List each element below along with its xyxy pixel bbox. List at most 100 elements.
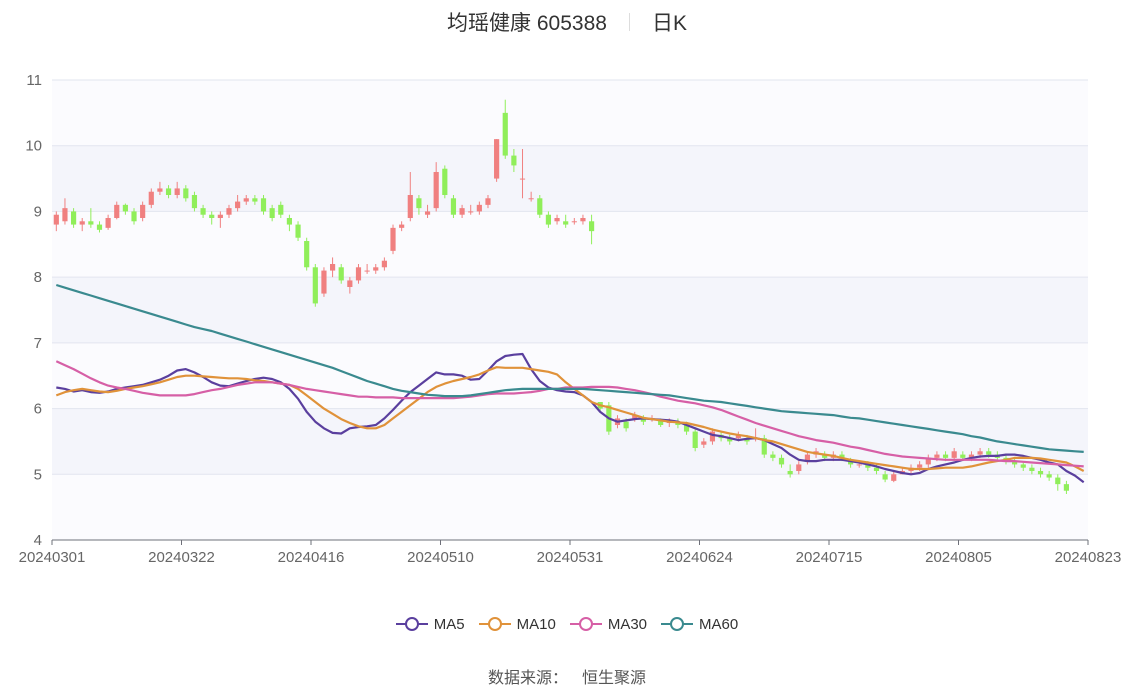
candle-body	[925, 457, 931, 465]
candle-body	[796, 464, 802, 471]
legend-item-ma30[interactable]: MA30	[569, 615, 648, 633]
candle-body	[407, 195, 413, 218]
candle-body	[1055, 477, 1061, 485]
candle-body	[692, 431, 698, 448]
chart-title: 均瑶健康 605388	[447, 12, 607, 35]
y-tick-label: 4	[34, 532, 42, 549]
x-tick-label: 20240624	[666, 549, 733, 566]
candle-body	[433, 172, 439, 209]
candle-body	[537, 198, 543, 215]
candle-body	[347, 280, 353, 287]
candle-body	[243, 198, 249, 202]
y-tick-label: 11	[26, 72, 42, 89]
ma-line-ma10	[55, 366, 1085, 472]
candle-body	[304, 241, 310, 268]
candle-body	[709, 431, 716, 442]
candle-body	[960, 454, 966, 458]
candle-body	[209, 214, 215, 218]
candle-body	[735, 434, 741, 439]
grid-band	[52, 80, 1088, 146]
x-tick-label: 20240823	[1055, 549, 1122, 566]
plot-area: 4 5 6 7 8 9 10 11 20240301 20240322 20240416 202405…	[19, 72, 1122, 566]
ma-line-ma30	[55, 360, 1084, 468]
candle-body	[778, 457, 785, 465]
legend-marker-icon	[478, 617, 511, 631]
candle-body	[114, 204, 120, 218]
candle-body	[891, 474, 897, 481]
candle-body	[882, 474, 888, 480]
legend-marker-icon	[661, 617, 694, 631]
candle-body	[865, 464, 871, 468]
x-tick-label: 20240301	[19, 549, 86, 566]
candle-body	[416, 198, 422, 209]
candle-body	[269, 208, 275, 218]
candle-body	[1029, 467, 1035, 471]
candle-body	[580, 218, 586, 222]
x-tick-label: 20240416	[278, 549, 345, 566]
candle-body	[105, 218, 111, 228]
grid-band	[52, 342, 1088, 409]
y-tick-label: 5	[34, 466, 42, 483]
candle-body	[1037, 471, 1044, 475]
candle-body	[485, 198, 491, 205]
candle-body	[1020, 464, 1026, 468]
candle-body	[934, 454, 940, 458]
legend-label: MA10	[516, 615, 556, 633]
candle-body	[200, 208, 206, 215]
y-tick-label: 8	[34, 269, 42, 286]
legend-label: MA30	[607, 615, 648, 633]
candle-body	[295, 224, 301, 238]
candle-body	[131, 211, 137, 222]
candle-body	[424, 211, 431, 215]
legend-item-ma10[interactable]: MA10	[478, 615, 556, 633]
candle-body	[140, 204, 146, 218]
candle-body	[873, 467, 880, 471]
period-label: 日K	[651, 12, 687, 35]
candle-body	[977, 451, 983, 455]
grid-band	[52, 277, 1088, 343]
candle-body	[235, 201, 241, 209]
legend-label: MA5	[433, 615, 465, 633]
candle-body	[278, 204, 284, 215]
candle-body	[183, 188, 189, 199]
candle-body	[442, 168, 448, 195]
candle-body	[951, 451, 957, 458]
candle-body	[122, 204, 128, 212]
candle-body	[588, 221, 595, 232]
ma-line-ma60	[55, 283, 1084, 453]
candle-body	[683, 425, 690, 432]
candle-body	[787, 471, 793, 475]
candle-body	[312, 267, 318, 304]
candle-body	[528, 198, 534, 200]
x-tick-label: 20240715	[796, 549, 863, 566]
candle-body	[191, 195, 198, 209]
grid-band	[52, 408, 1088, 475]
candle-body	[494, 139, 500, 179]
legend-item-ma5[interactable]: MA5	[395, 615, 465, 633]
candle-body	[847, 461, 854, 465]
candle-body	[968, 454, 975, 458]
x-tick-label: 20240510	[407, 549, 474, 566]
candle-body	[545, 214, 552, 225]
candle-body	[381, 260, 387, 268]
candle-body	[252, 198, 258, 202]
chart-header: 均瑶健康 605388 日K	[0, 6, 1134, 38]
y-tick-label: 7	[34, 335, 42, 352]
candle-body	[321, 270, 327, 294]
candle-body	[157, 188, 163, 192]
candle-body	[88, 221, 94, 225]
title-divider	[628, 13, 630, 31]
candle-body	[856, 464, 862, 466]
candle-body	[822, 454, 828, 458]
candle-body	[640, 418, 646, 422]
candle-body	[450, 198, 457, 215]
candle-body	[329, 264, 336, 271]
candle-body	[217, 214, 223, 218]
candle-body	[399, 224, 405, 228]
candle-body	[1063, 484, 1070, 491]
candle-body	[804, 454, 811, 462]
x-tick-label: 20240531	[537, 549, 604, 566]
legend-item-ma60[interactable]: MA60	[661, 616, 738, 633]
candle-body	[519, 178, 526, 180]
candle-body	[373, 267, 379, 271]
